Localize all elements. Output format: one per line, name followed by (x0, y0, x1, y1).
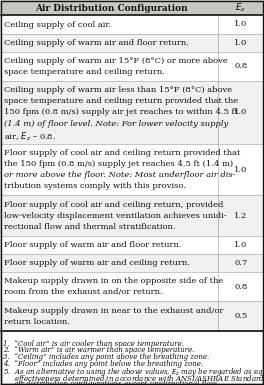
Text: Ceiling supply of warm air 15°F (8°C) or more above: Ceiling supply of warm air 15°F (8°C) or… (4, 57, 228, 65)
Text: 150 fpm (0.8 m/s) supply air jet reaches to within 4.5 ft: 150 fpm (0.8 m/s) supply air jet reaches… (4, 109, 238, 116)
Text: 1.2: 1.2 (234, 212, 248, 220)
Text: 1.0: 1.0 (234, 20, 248, 28)
Text: effectiveness determined in accordance with ANSI/ASHRAE Standard 129$^{17}$ for : effectiveness determined in accordance w… (3, 373, 264, 385)
Bar (1, 1, 263, 15)
Text: room from the exhaust and/or return.: room from the exhaust and/or return. (4, 288, 163, 296)
Text: air, $E_z$ – 0.8.: air, $E_z$ – 0.8. (4, 131, 56, 143)
Text: Ceiling supply of warm air and floor return.: Ceiling supply of warm air and floor ret… (4, 38, 189, 47)
Text: 0.5: 0.5 (234, 312, 248, 320)
Text: 0.8: 0.8 (234, 283, 248, 291)
Text: (1.4 m) of floor level. Note: For lower velocity supply: (1.4 m) of floor level. Note: For lower … (4, 120, 228, 127)
Text: return location.: return location. (4, 318, 70, 326)
Text: Floor supply of warm air and ceiling return.: Floor supply of warm air and ceiling ret… (4, 259, 190, 267)
Text: 1.0: 1.0 (234, 166, 248, 174)
Text: 1.  “Cool air” is air cooler than space temperature.: 1. “Cool air” is air cooler than space t… (3, 340, 184, 348)
Text: low-velocity displacement ventilation achieves unidi-: low-velocity displacement ventilation ac… (4, 212, 227, 220)
Bar (1, 301, 263, 331)
Text: tribution systems comply with this proviso.: tribution systems comply with this provi… (4, 182, 186, 191)
Bar (1, 52, 263, 81)
Text: 1.0: 1.0 (234, 38, 248, 47)
Text: space temperature and ceiling return provided that the: space temperature and ceiling return pro… (4, 97, 238, 105)
Text: rectional flow and thermal stratification.: rectional flow and thermal stratificatio… (4, 223, 176, 231)
Text: Ceiling supply of warm air less than 15°F (8°C) above: Ceiling supply of warm air less than 15°… (4, 86, 232, 94)
Text: space temperature and ceiling return.: space temperature and ceiling return. (4, 68, 165, 76)
Text: 4.  “Floor” includes any point below the breathing zone.: 4. “Floor” includes any point below the … (3, 360, 203, 368)
Bar (1, 15, 263, 33)
Bar (1, 81, 263, 144)
Text: 3.  “Ceiling” includes any point above the breathing zone.: 3. “Ceiling” includes any point above th… (3, 353, 209, 361)
Text: 0.7: 0.7 (234, 259, 248, 267)
Bar (1, 272, 263, 301)
Text: the 150 fpm (0.8 m/s) supply jet reaches 4.5 ft (1.4 m): the 150 fpm (0.8 m/s) supply jet reaches… (4, 160, 233, 168)
Text: 1.0: 1.0 (234, 241, 248, 249)
Bar (1, 236, 263, 254)
Text: 2.  “Warm air” is air warmer than space temperature.: 2. “Warm air” is air warmer than space t… (3, 346, 194, 354)
Bar (1, 196, 263, 236)
Text: Floor supply of warm air and floor return.: Floor supply of warm air and floor retur… (4, 241, 182, 249)
Bar (1, 144, 263, 196)
Text: air distribution configurations except unidirectional flow.: air distribution configurations except u… (3, 380, 218, 385)
Text: Makeup supply drawn in on the opposite side of the: Makeup supply drawn in on the opposite s… (4, 277, 223, 285)
Text: $E_z$: $E_z$ (235, 2, 247, 15)
Text: or more above the floor. Note: Most underfloor air dis-: or more above the floor. Note: Most unde… (4, 171, 235, 179)
Text: Ceiling supply of cool air.: Ceiling supply of cool air. (4, 20, 111, 28)
Bar (1, 33, 263, 52)
Text: 5.  As an alternative to using the above values, $E_z$ may be regarded as equal : 5. As an alternative to using the above … (3, 367, 264, 378)
Text: Floor supply of cool air and ceiling return provided that: Floor supply of cool air and ceiling ret… (4, 149, 241, 157)
Text: Air Distribution Configuration: Air Distribution Configuration (35, 4, 187, 13)
Text: 1.0: 1.0 (234, 108, 248, 116)
Bar (1, 254, 263, 272)
Text: Makeup supply drawn in near to the exhaust and/or: Makeup supply drawn in near to the exhau… (4, 306, 223, 315)
Text: Floor supply of cool air and ceiling return, provided: Floor supply of cool air and ceiling ret… (4, 201, 223, 209)
Text: 0.8: 0.8 (234, 62, 248, 70)
